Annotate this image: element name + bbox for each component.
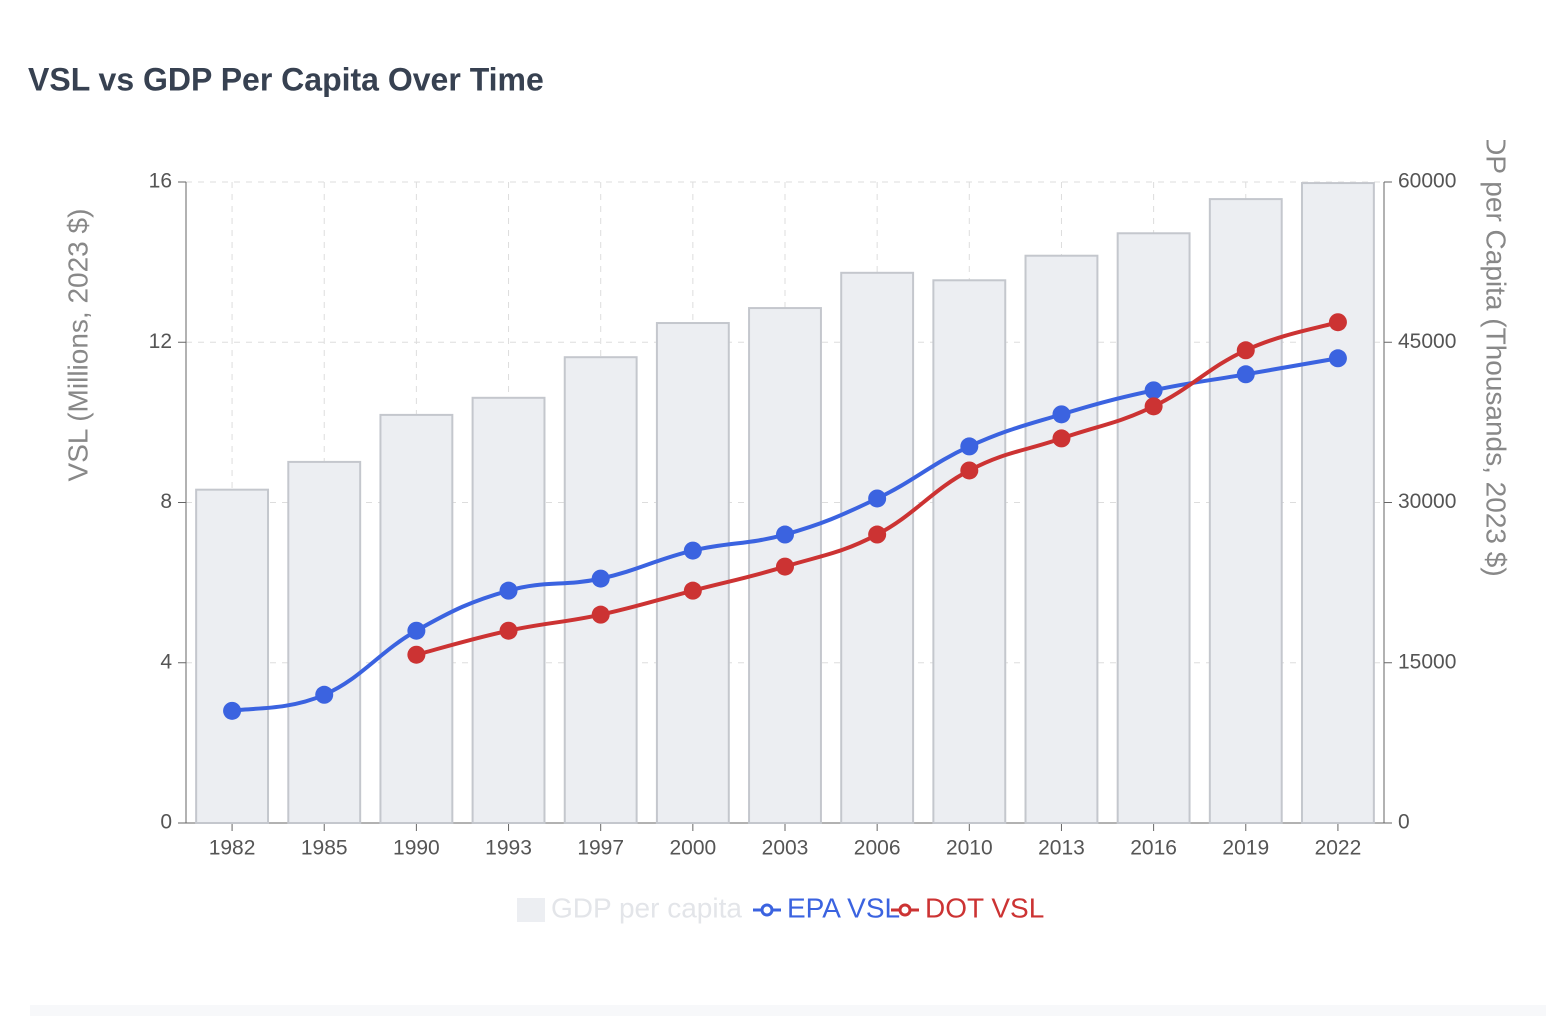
point xyxy=(1236,341,1255,360)
point xyxy=(960,461,979,480)
chart-title: VSL vs GDP Per Capita Over Time xyxy=(28,61,544,97)
point xyxy=(1144,381,1163,400)
y-tick-label: 8 xyxy=(160,490,172,513)
point xyxy=(776,525,794,544)
legend-swatch xyxy=(517,898,545,922)
point xyxy=(591,569,610,588)
x-tick-label: 2006 xyxy=(854,837,901,860)
point xyxy=(499,621,518,640)
point xyxy=(683,581,702,600)
y-tick-label: 4 xyxy=(160,650,172,673)
point xyxy=(223,701,242,720)
bar xyxy=(563,356,638,824)
x-tick-label: 2022 xyxy=(1315,837,1362,860)
point xyxy=(1144,397,1163,416)
point xyxy=(1052,405,1071,424)
point xyxy=(407,645,426,664)
bar xyxy=(655,322,730,824)
y-tick-label: 0 xyxy=(160,811,172,834)
x-tick-label: 2019 xyxy=(1222,837,1269,860)
legend-label: GDP per capita xyxy=(551,892,742,923)
y2-tick-label: 0 xyxy=(1398,811,1410,834)
y2-tick-label: 60000 xyxy=(1398,170,1456,193)
point xyxy=(868,489,887,508)
x-tick-label: 1990 xyxy=(393,837,440,860)
legend-label: DOT VSL xyxy=(925,892,1044,923)
point xyxy=(499,581,518,600)
x-tick-label: 1993 xyxy=(485,837,532,860)
x-tick-label: 2016 xyxy=(1130,837,1177,860)
x-tick-label: 1997 xyxy=(577,837,624,860)
point xyxy=(1328,349,1347,368)
point xyxy=(1236,365,1255,384)
y2-axis-label: GDP per Capita (Thousands, 2023 $) xyxy=(1481,113,1512,576)
bar xyxy=(1116,232,1191,824)
bar xyxy=(471,396,546,824)
x-tick-label: 2000 xyxy=(669,837,716,860)
x-tick-label: 1985 xyxy=(301,837,348,860)
x-tick-label: 1982 xyxy=(209,837,256,860)
panel-edge xyxy=(30,1005,1546,1016)
y-tick-label: 12 xyxy=(149,330,172,353)
bar xyxy=(1024,254,1099,824)
bar xyxy=(932,279,1007,824)
point xyxy=(868,525,887,544)
x-tick-label: 2003 xyxy=(762,837,809,860)
y-tick-label: 16 xyxy=(149,170,172,193)
point xyxy=(315,685,334,704)
point xyxy=(960,437,979,456)
bar xyxy=(1300,182,1375,824)
point xyxy=(1328,313,1347,332)
bar xyxy=(1208,198,1283,825)
y2-tick-label: 30000 xyxy=(1398,490,1456,513)
y-axis-label: VSL (Millions, 2023 $) xyxy=(62,209,93,482)
point xyxy=(407,621,426,640)
point xyxy=(776,557,794,576)
point xyxy=(591,605,610,624)
point xyxy=(683,541,702,560)
point xyxy=(1052,429,1071,448)
x-tick-label: 2013 xyxy=(1038,837,1085,860)
legend-label: EPA VSL xyxy=(787,892,900,923)
y2-tick-label: 45000 xyxy=(1398,330,1456,353)
bar xyxy=(287,460,362,824)
legend-swatch xyxy=(760,903,774,917)
y2-tick-label: 15000 xyxy=(1398,650,1456,673)
bar xyxy=(195,488,270,824)
x-tick-label: 2010 xyxy=(946,837,993,860)
legend-swatch xyxy=(898,903,912,917)
